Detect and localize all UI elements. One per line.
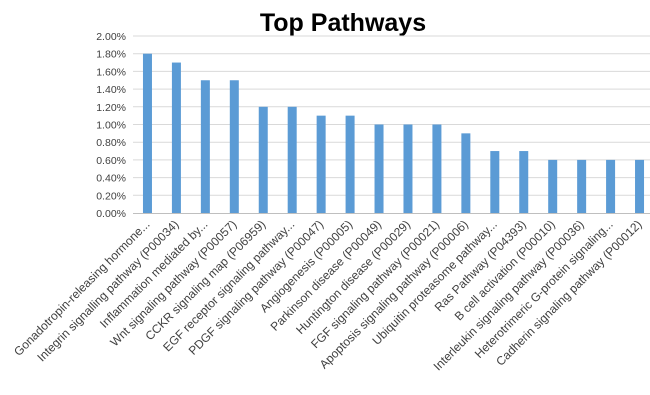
y-tick-label: 0.20% [96, 190, 126, 202]
bar [229, 80, 239, 213]
bar [258, 106, 268, 213]
bar [200, 80, 210, 213]
y-tick-label: 1.60% [96, 66, 126, 78]
y-tick-label: 1.20% [96, 102, 126, 114]
bar [519, 151, 529, 213]
bar [287, 106, 297, 213]
bar [577, 159, 587, 213]
y-tick-label: 1.00% [96, 120, 126, 132]
bar [171, 62, 181, 213]
y-tick-label: 0.40% [96, 173, 126, 185]
bar [403, 124, 413, 213]
y-tick-label: 0.60% [96, 155, 126, 167]
y-tick-label: 0.80% [96, 137, 126, 149]
y-tick-label: 1.80% [96, 49, 126, 61]
bar [606, 159, 616, 213]
gridlines [133, 35, 650, 196]
bar [461, 133, 471, 213]
y-tick-label: 1.40% [96, 84, 126, 96]
bar [374, 124, 384, 213]
y-tick-label: 2.00% [96, 31, 126, 43]
bar [345, 115, 355, 213]
y-tick-label: 0.00% [96, 208, 126, 220]
chart-title: Top Pathways [260, 9, 426, 37]
bar [635, 159, 645, 213]
bar [548, 159, 558, 213]
bar [490, 151, 500, 213]
bar [316, 115, 326, 213]
bar [432, 124, 442, 213]
y-axis-tick-labels: 0.00% 0.20% 0.40% 0.60% 0.80% 1.00% 1.20% 1.40%… [96, 31, 126, 220]
bar [142, 53, 152, 214]
bars [142, 53, 645, 214]
